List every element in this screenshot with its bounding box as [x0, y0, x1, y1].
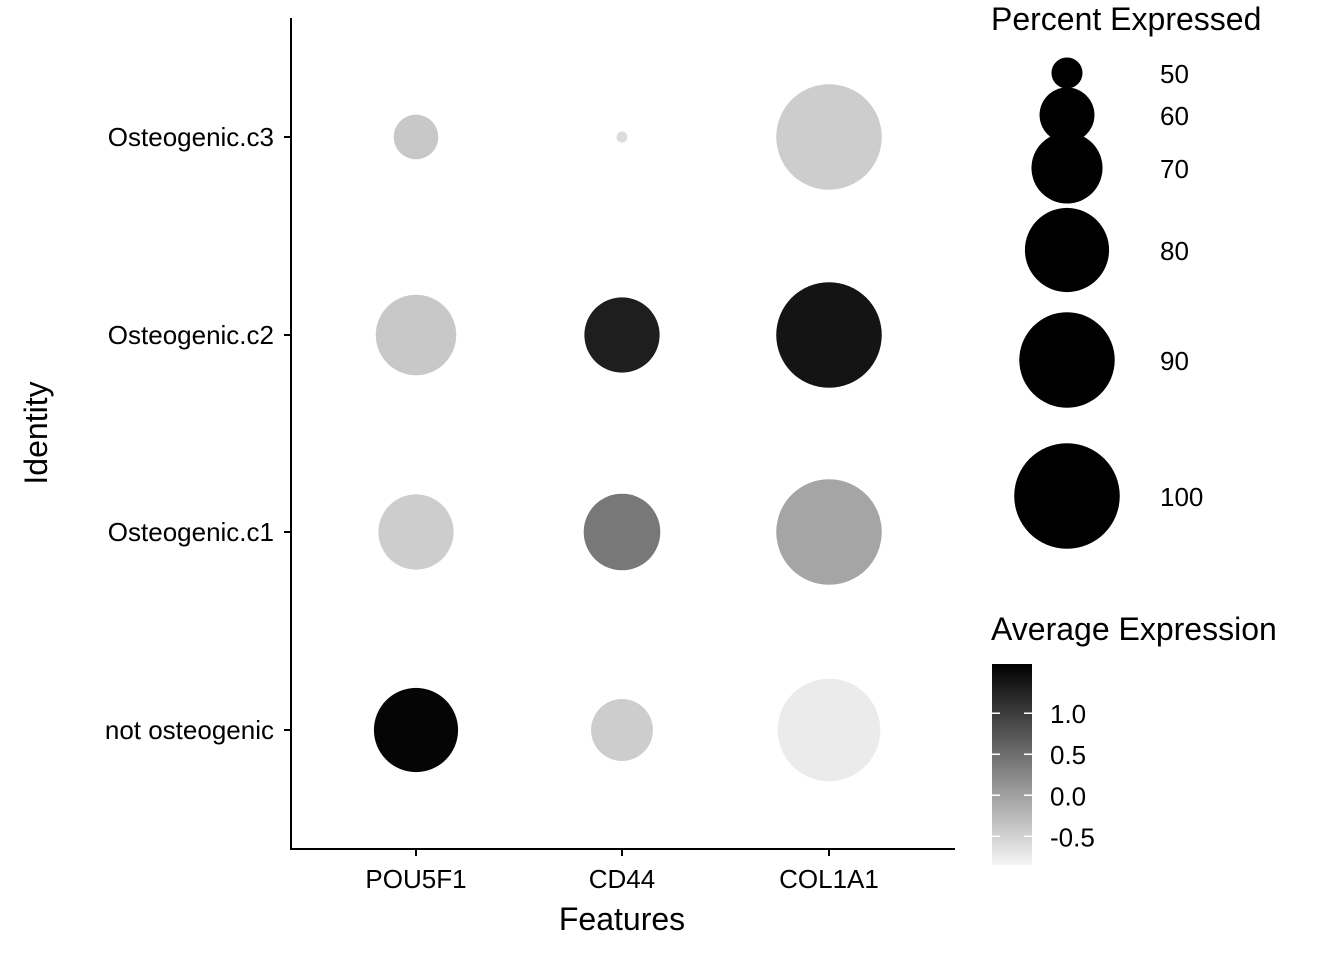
dot-cd44-osteogenic-c1 [583, 493, 661, 571]
y-tick-label: Osteogenic.c1 [108, 517, 274, 547]
y-ticks: not osteogenic Osteogenic.c1 Osteogenic.c2… [105, 122, 291, 745]
size-legend-label: 50 [1160, 59, 1189, 89]
dot-col1a1-osteogenic-c2 [776, 282, 882, 388]
x-tick-label: CD44 [589, 864, 655, 894]
size-legend-key [1024, 207, 1110, 293]
size-legend-key [1039, 87, 1095, 143]
color-legend-label: -0.5 [1050, 822, 1095, 852]
dot-col1a1-osteogenic-c3 [776, 84, 882, 190]
x-tick-label: POU5F1 [365, 864, 466, 894]
color-legend-ticks: 1.0 0.5 0.0 -0.5 [992, 699, 1095, 852]
dot-col1a1-osteogenic-c1 [776, 479, 882, 585]
dot-pou5f1-not-osteogenic [373, 687, 459, 773]
dot-col1a1-not-osteogenic [777, 678, 881, 782]
size-legend-label: 60 [1160, 101, 1189, 131]
size-legend-label: 100 [1160, 482, 1203, 512]
color-legend-label: 0.0 [1050, 781, 1086, 811]
x-tick-label: COL1A1 [779, 864, 879, 894]
size-legend-title: Percent Expressed [991, 1, 1261, 37]
size-legend-key [1019, 312, 1115, 408]
y-axis-title: Identity [18, 381, 54, 484]
dot-cd44-not-osteogenic [591, 699, 653, 761]
x-axis-title: Features [559, 901, 685, 937]
dot-cd44-osteogenic-c3 [616, 131, 628, 143]
plot-panel: not osteogenic Osteogenic.c1 Osteogenic.c2… [105, 18, 955, 894]
size-legend-items: 50 60 70 80 90 100 [1014, 57, 1203, 549]
dot-pou5f1-osteogenic-c2 [375, 294, 457, 376]
size-legend-label: 90 [1160, 346, 1189, 376]
dot-pou5f1-osteogenic-c1 [378, 494, 454, 570]
size-legend: Percent Expressed 50 60 70 80 90 100 [991, 1, 1261, 549]
color-legend-label: 0.5 [1050, 740, 1086, 770]
size-legend-label: 70 [1160, 154, 1189, 184]
y-tick-label: Osteogenic.c3 [108, 122, 274, 152]
size-legend-key [1051, 57, 1083, 89]
y-tick-label: not osteogenic [105, 715, 274, 745]
size-legend-key [1014, 443, 1120, 549]
x-ticks: POU5F1 CD44 COL1A1 [365, 849, 879, 894]
color-legend-bar [992, 664, 1032, 865]
dot-cd44-osteogenic-c2 [584, 297, 660, 373]
dot-pou5f1-osteogenic-c3 [393, 114, 439, 160]
dots-layer [373, 84, 882, 782]
color-legend: Average Expression 1.0 0.5 0.0 -0.5 [991, 611, 1277, 865]
color-legend-label: 1.0 [1050, 699, 1086, 729]
color-legend-title: Average Expression [991, 611, 1277, 647]
size-legend-key [1031, 132, 1103, 204]
size-legend-label: 80 [1160, 236, 1189, 266]
y-tick-label: Osteogenic.c2 [108, 320, 274, 350]
